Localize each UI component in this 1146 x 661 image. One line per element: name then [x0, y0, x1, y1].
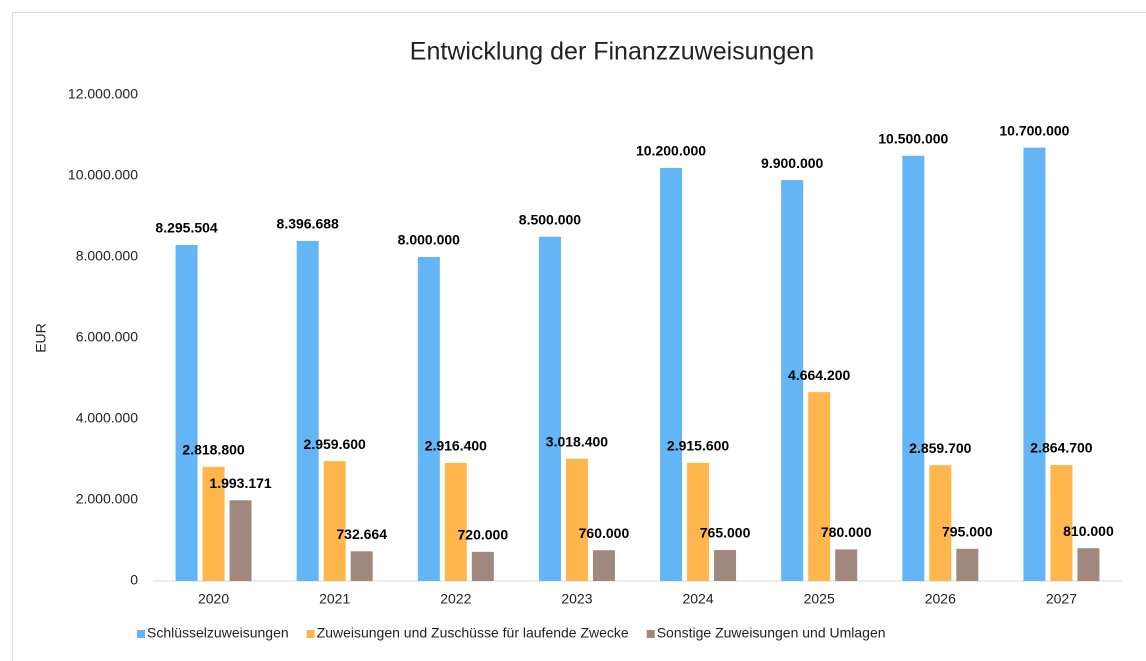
value-label: 2.859.700: [909, 440, 971, 456]
value-label: 8.500.000: [519, 211, 581, 227]
bar: [565, 458, 588, 581]
x-tick-label: 2025: [804, 591, 835, 607]
value-label: 1.993.171: [209, 475, 271, 491]
y-tick-label: 8.000.000: [76, 248, 138, 264]
value-label: 10.700.000: [999, 122, 1069, 138]
bar: [956, 548, 979, 581]
bar: [175, 245, 198, 581]
legend-swatch: [646, 630, 655, 638]
bar: [714, 550, 737, 581]
bar: [229, 500, 252, 581]
bar: [1077, 548, 1100, 581]
bar: [835, 549, 858, 581]
bar: [687, 462, 710, 581]
value-label: 2.959.600: [304, 436, 366, 452]
bar: [471, 551, 494, 581]
legend-label: Sonstige Zuweisungen und Umlagen: [657, 625, 886, 641]
x-tick-label: 2023: [561, 591, 592, 607]
value-label: 10.500.000: [878, 130, 948, 146]
value-label: 765.000: [700, 525, 751, 541]
y-tick-label: 6.000.000: [76, 329, 138, 345]
value-label: 10.200.000: [636, 143, 706, 159]
value-label: 732.664: [336, 526, 387, 542]
legend-swatch: [306, 630, 315, 638]
bar: [417, 257, 440, 581]
bar: [1023, 147, 1046, 581]
x-tick-label: 2024: [682, 591, 713, 607]
x-tick-label: 2027: [1046, 591, 1077, 607]
bar: [808, 392, 831, 581]
value-label: 720.000: [458, 527, 509, 543]
y-tick-label: 12.000.000: [68, 86, 138, 102]
y-tick-label: 2.000.000: [76, 491, 138, 507]
value-label: 2.818.800: [182, 442, 244, 458]
value-label: 3.018.400: [546, 433, 608, 449]
bar: [902, 155, 925, 581]
bar: [444, 462, 467, 581]
chart-title: Entwicklung der Finanzzuweisungen: [410, 38, 814, 66]
value-label: 795.000: [942, 524, 993, 540]
value-label: 780.000: [821, 524, 872, 540]
y-axis-title: EUR: [33, 323, 49, 353]
value-label: 2.864.700: [1030, 440, 1092, 456]
x-tick-label: 2020: [198, 591, 229, 607]
value-label: 8.396.688: [277, 216, 339, 232]
value-label: 2.915.600: [667, 438, 729, 454]
y-tick-label: 4.000.000: [76, 410, 138, 426]
bar: [296, 240, 319, 581]
legend-label: Zuweisungen und Zuschüsse für laufende Z…: [317, 625, 629, 641]
value-label: 760.000: [579, 525, 630, 541]
legend-swatch: [137, 630, 145, 638]
value-label: 8.000.000: [398, 232, 460, 248]
bar: [323, 461, 346, 581]
value-label: 9.900.000: [761, 155, 823, 171]
bar: [350, 551, 373, 581]
value-label: 810.000: [1063, 523, 1114, 539]
x-tick-label: 2026: [925, 591, 956, 607]
bar: [202, 466, 225, 581]
y-tick-label: 10.000.000: [68, 167, 138, 183]
bar: [660, 167, 683, 581]
y-tick-label: 0: [130, 572, 138, 588]
x-tick-label: 2022: [440, 591, 471, 607]
bar: [781, 180, 804, 582]
bar: [929, 465, 952, 581]
legend-label: Schlüsselzuweisungen: [147, 625, 289, 641]
bar: [538, 236, 561, 581]
value-label: 8.295.504: [155, 220, 217, 236]
x-tick-label: 2021: [319, 591, 350, 607]
value-label: 2.916.400: [425, 438, 487, 454]
bar: [592, 550, 615, 581]
value-label: 4.664.200: [788, 367, 850, 383]
bar: [1050, 464, 1073, 581]
